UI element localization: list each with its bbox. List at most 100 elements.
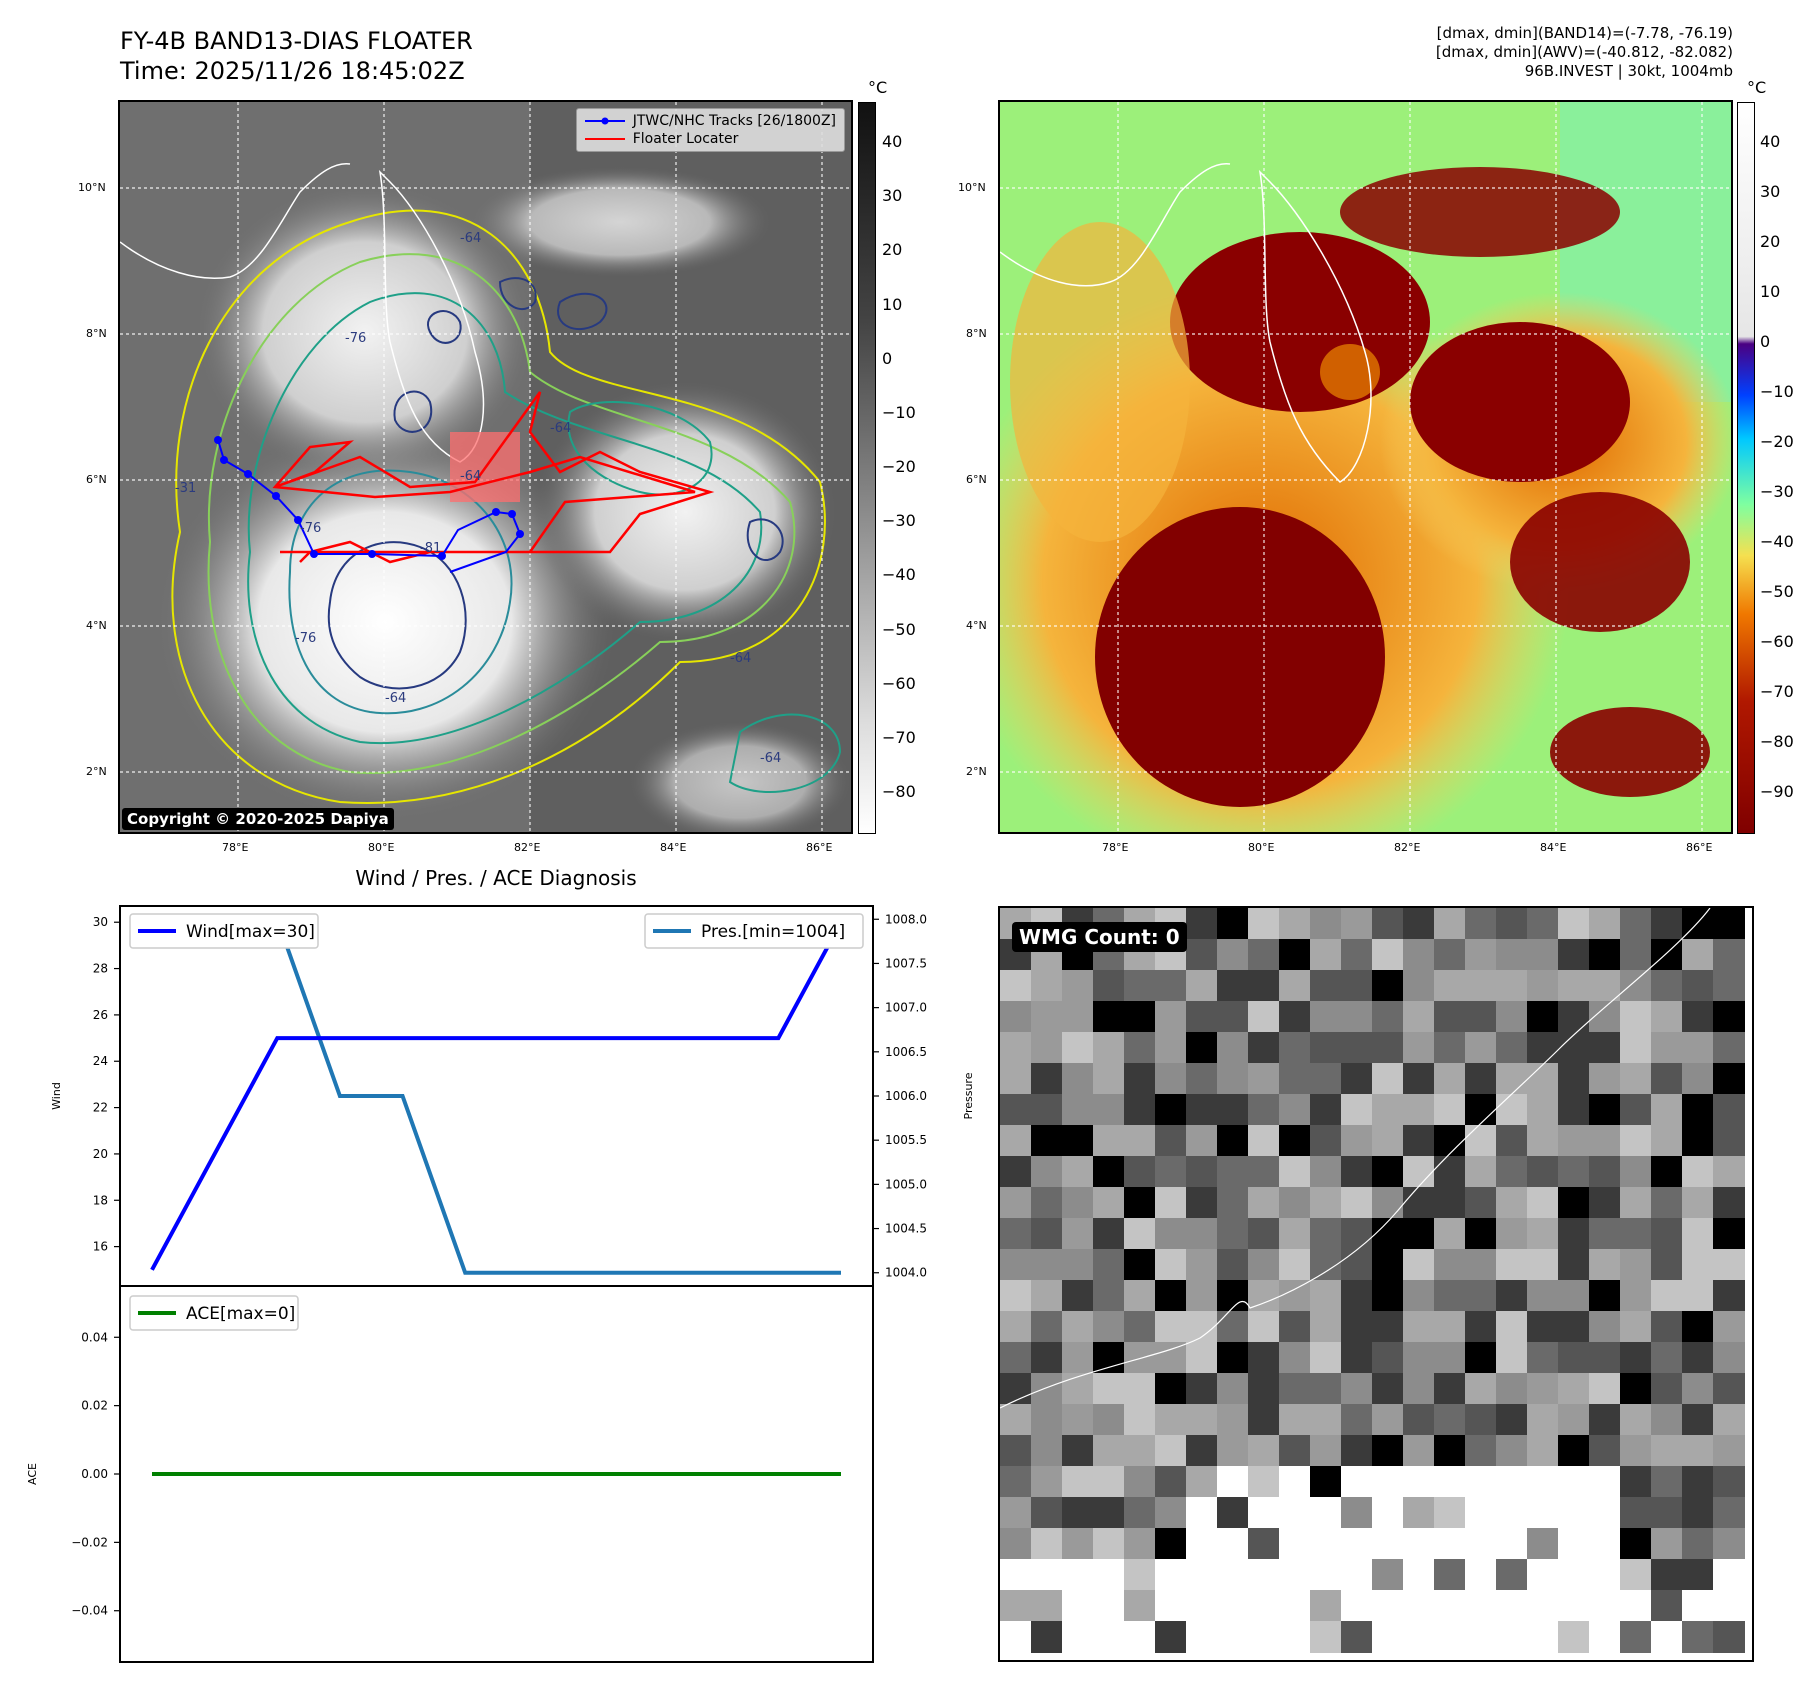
wmg-cell (1310, 1187, 1342, 1219)
wmg-cell (1310, 1156, 1342, 1188)
wmg-cell (1651, 1497, 1683, 1529)
wmg-cell (1713, 1063, 1745, 1095)
wmg-cell (1651, 1528, 1683, 1560)
wmg-cell (1589, 1621, 1621, 1653)
wmg-cell (1031, 1094, 1063, 1126)
wmg-cell (1713, 939, 1745, 971)
wmg-cell (1496, 1001, 1528, 1033)
wmg-cell (1713, 1187, 1745, 1219)
wmg-cell (1465, 1528, 1497, 1560)
map-legend: JTWC/NHC Tracks [26/1800Z] Floater Locat… (575, 108, 845, 152)
wmg-cell (1000, 1311, 1032, 1343)
wmg-cell (1155, 1187, 1187, 1219)
wmg-cell (1558, 970, 1590, 1002)
wmg-cell (1031, 1249, 1063, 1281)
ace-legend-label: ACE[max=0] (186, 1304, 295, 1324)
pressure-series-line (152, 917, 841, 1275)
wmg-panel: WMG Count: 0 (998, 906, 1754, 1662)
wmg-cell (1465, 1187, 1497, 1219)
wmg-cell (1496, 1404, 1528, 1436)
colorbar-tick-label: 20 (1760, 232, 1781, 251)
wmg-cell (1589, 1249, 1621, 1281)
wmg-cell (1248, 1497, 1280, 1529)
wmg-cell (1713, 1311, 1745, 1343)
wmg-cell (1341, 1497, 1373, 1529)
wmg-cell (1465, 1094, 1497, 1126)
wmg-cell (1558, 1001, 1590, 1033)
wmg-cell (1372, 1559, 1404, 1591)
wmg-cell (1651, 1001, 1683, 1033)
wmg-cell (1620, 939, 1652, 971)
wmg-cell (1372, 1156, 1404, 1188)
wmg-cell (1310, 1373, 1342, 1405)
wmg-cell (1620, 1280, 1652, 1312)
wmg-cell (1217, 939, 1249, 971)
wmg-cell (1341, 1342, 1373, 1374)
wmg-cell (1403, 1590, 1435, 1622)
wmg-cell (1403, 1435, 1435, 1467)
wmg-cell (1310, 1218, 1342, 1250)
wmg-cell (1372, 1342, 1404, 1374)
wmg-cell (1341, 1621, 1373, 1653)
wmg-cell (1062, 1063, 1094, 1095)
wmg-cell (1558, 1125, 1590, 1157)
wmg-cell (1651, 1125, 1683, 1157)
wmg-cell (1217, 1218, 1249, 1250)
wmg-cell (1496, 1466, 1528, 1498)
wmg-cell (1279, 1621, 1311, 1653)
wmg-cell (1124, 1094, 1156, 1126)
wmg-cell (1589, 1125, 1621, 1157)
pressure-ytick-label: 1006.0 (885, 1089, 927, 1103)
wmg-cell (1155, 1497, 1187, 1529)
wmg-cell (1310, 1466, 1342, 1498)
wmg-cell (1248, 1528, 1280, 1560)
wmg-cell (1434, 1373, 1466, 1405)
wmg-cell (1434, 1125, 1466, 1157)
wmg-cell (1279, 1404, 1311, 1436)
wmg-cell (1155, 1001, 1187, 1033)
colorbar-tick-label: 30 (882, 186, 903, 206)
wmg-cell (1248, 908, 1280, 940)
legend-tracks-label: JTWC/NHC Tracks [26/1800Z] (632, 113, 836, 129)
awv-map-panel (998, 100, 1733, 834)
wmg-cell (1403, 1063, 1435, 1095)
pressure-legend: Pres.[min=1004] (644, 913, 864, 949)
wmg-cell (1341, 1466, 1373, 1498)
wmg-cell (1310, 908, 1342, 940)
floater-locater-line (272, 391, 715, 564)
wmg-cell (1713, 1342, 1745, 1374)
wmg-cell (1217, 1125, 1249, 1157)
wmg-cell (1062, 1404, 1094, 1436)
wmg-cell (1248, 1094, 1280, 1126)
wmg-cell (1000, 1466, 1032, 1498)
wmg-cell (1403, 1094, 1435, 1126)
wmg-cell (1000, 970, 1032, 1002)
wmg-cell (1310, 1249, 1342, 1281)
wmg-cell (1558, 939, 1590, 971)
wmg-cell (1000, 1559, 1032, 1591)
wmg-cell (1589, 1497, 1621, 1529)
wmg-cell (1682, 1001, 1714, 1033)
wmg-cell (1682, 1063, 1714, 1095)
wmg-cell (1186, 1032, 1218, 1064)
wmg-cell (1434, 970, 1466, 1002)
wmg-cell (1155, 970, 1187, 1002)
wmg-cell (1341, 1280, 1373, 1312)
wmg-cell (1558, 1590, 1590, 1622)
wmg-cell (1558, 1156, 1590, 1188)
wmg-cell (1465, 1156, 1497, 1188)
pressure-ytick-label: 1006.5 (885, 1045, 927, 1059)
contour-label: -31 (175, 481, 196, 496)
wmg-cell (1589, 1590, 1621, 1622)
wmg-cell (1279, 1218, 1311, 1250)
wmg-cell (1620, 1094, 1652, 1126)
wmg-cell (1186, 1435, 1218, 1467)
wmg-cell (1372, 1032, 1404, 1064)
wmg-cell (1093, 1249, 1125, 1281)
wmg-cell (1217, 1466, 1249, 1498)
wmg-cell (1651, 1032, 1683, 1064)
wmg-cell (1186, 1559, 1218, 1591)
wmg-cell (1248, 1311, 1280, 1343)
wmg-cell (1713, 1218, 1745, 1250)
wmg-cell (1341, 1249, 1373, 1281)
